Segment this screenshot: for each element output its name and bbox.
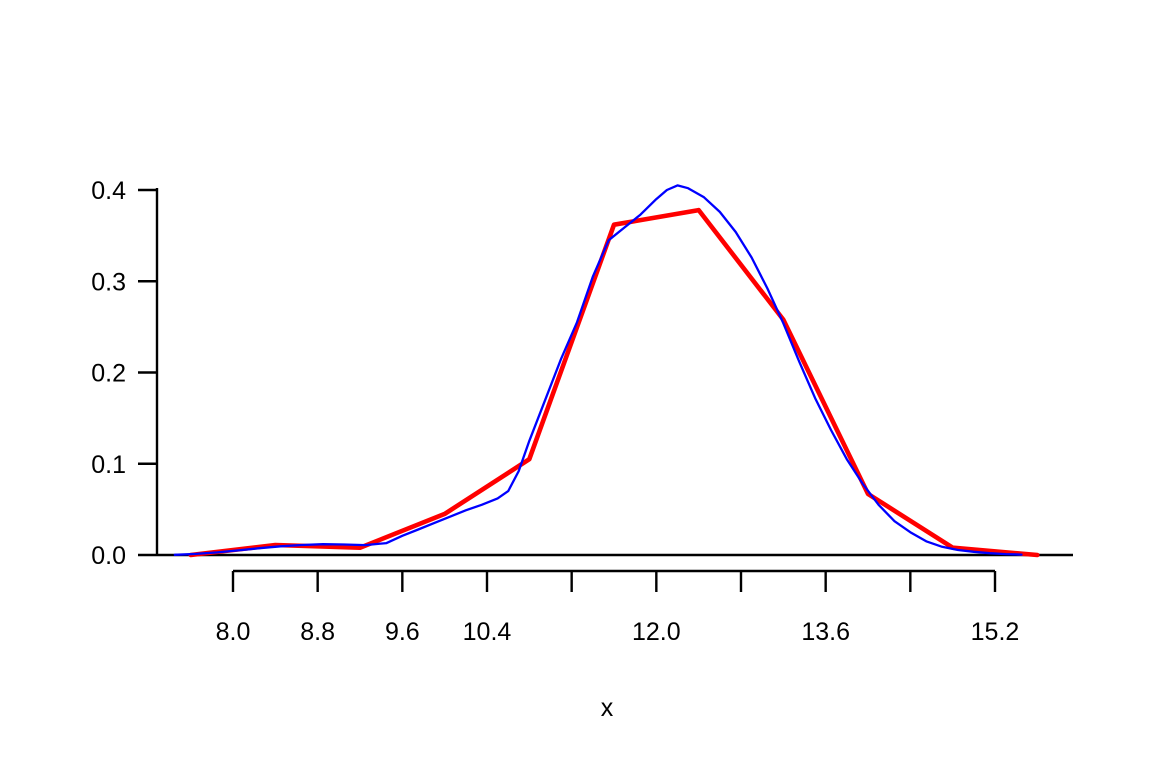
x-tick-label: 15.2 (971, 618, 1020, 646)
y-tick-label: 0.2 (91, 360, 126, 388)
y-tick-label: 0.0 (91, 542, 126, 570)
x-tick-label: 10.4 (463, 618, 512, 646)
kernel-density-line (173, 184, 1023, 556)
x-tick-label: 12.0 (632, 618, 681, 646)
x-tick-label: 8.8 (300, 618, 335, 646)
x-tick-label: 8.0 (216, 618, 251, 646)
y-tick-label: 0.1 (91, 451, 126, 479)
x-tick-label: 13.6 (801, 618, 850, 646)
x-tick-label: 9.6 (385, 618, 420, 646)
frequency-polygon-line (188, 207, 1040, 558)
x-axis-title: x (601, 694, 614, 722)
x-axis: 8.0 8.8 9.6 10.4 12.0 13.6 15.2 (216, 569, 1020, 646)
y-axis: 0.0 0.1 0.2 0.3 0.4 (91, 177, 159, 570)
y-tick-label: 0.3 (91, 268, 126, 296)
y-tick-label: 0.4 (91, 177, 126, 205)
